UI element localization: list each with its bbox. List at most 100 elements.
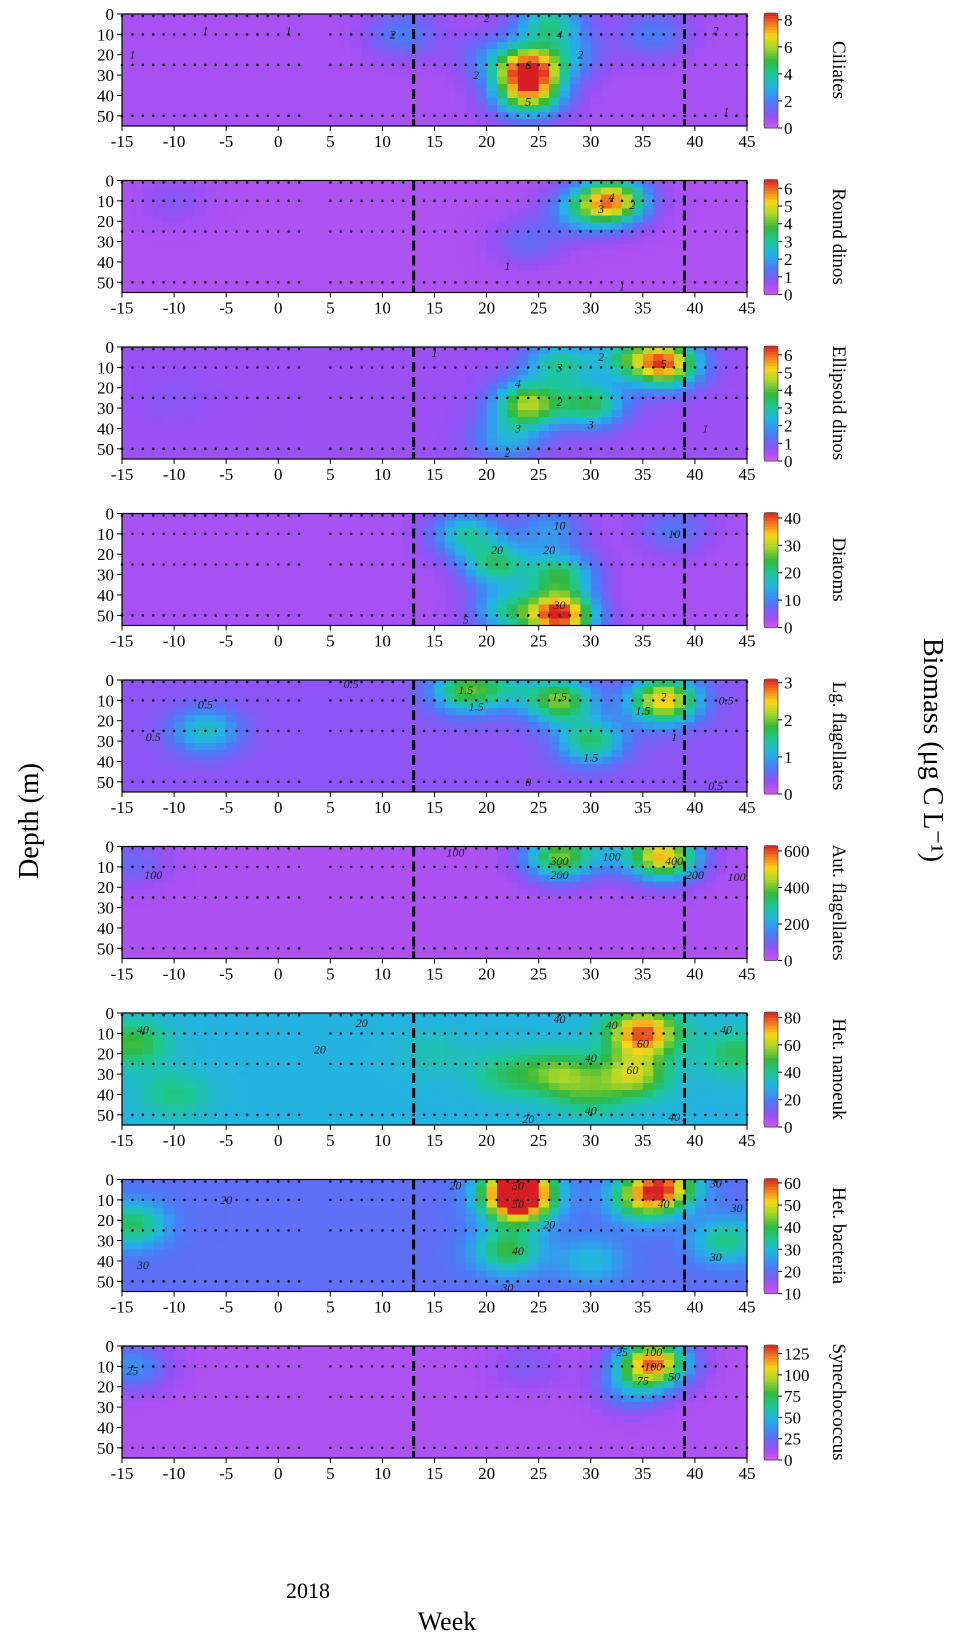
- heatmap-cell: [684, 424, 696, 432]
- heatmap-cell: [122, 590, 134, 599]
- sample-dot: [443, 114, 447, 118]
- heatmap-cell: [194, 417, 206, 425]
- heatmap-cell: [559, 243, 571, 252]
- heatmap-cell: [257, 452, 269, 459]
- sample-dot: [381, 366, 384, 369]
- heatmap-cell: [517, 410, 529, 418]
- heatmap-cell: [622, 91, 634, 99]
- heatmap-cell: [538, 180, 550, 189]
- heatmap-cell: [226, 98, 238, 106]
- heatmap-cell: [434, 424, 446, 432]
- sample-dot: [599, 33, 603, 36]
- heatmap-cell: [319, 14, 331, 22]
- heatmap-cell: [476, 194, 488, 203]
- heatmap-cell: [257, 84, 269, 92]
- heatmap-cell: [309, 555, 321, 564]
- colorbar-segment: [764, 33, 778, 37]
- heatmap-cell: [580, 396, 592, 404]
- heatmap-cell: [465, 354, 477, 362]
- heatmap-cell: [413, 520, 425, 529]
- colorbar-segment: [764, 426, 778, 430]
- heatmap-cell: [122, 604, 134, 613]
- heatmap-cell: [663, 347, 675, 355]
- sample-dot: [339, 447, 343, 451]
- heatmap-cell: [517, 347, 529, 355]
- x-tick-label: 15: [426, 299, 443, 318]
- heatmap-cell: [549, 201, 561, 210]
- y-tick-label: 20: [97, 212, 114, 231]
- heatmap-cell: [330, 604, 342, 613]
- heatmap-cell: [194, 222, 206, 231]
- heatmap-cell: [444, 250, 456, 259]
- heatmap-cell: [205, 438, 217, 446]
- heatmap-cell: [309, 611, 321, 620]
- heatmap-cell: [486, 590, 498, 599]
- heatmap-cell: [299, 35, 311, 43]
- sample-dot: [276, 447, 280, 451]
- sample-dot: [224, 347, 228, 351]
- heatmap-cell: [622, 56, 634, 64]
- heatmap-cell: [476, 438, 488, 446]
- heatmap-cell: [715, 77, 727, 85]
- heatmap-cell: [705, 187, 717, 196]
- heatmap-cell: [194, 180, 206, 189]
- heatmap-cell: [538, 452, 550, 459]
- heatmap-cell: [549, 77, 561, 85]
- sample-dot: [662, 447, 665, 451]
- sample-dot: [131, 63, 134, 67]
- heatmap-cell: [403, 548, 415, 557]
- heatmap-cell: [132, 236, 144, 245]
- sample-dot: [568, 63, 572, 67]
- heatmap-cell: [215, 63, 227, 71]
- heatmap-cell: [726, 271, 738, 280]
- sample-dot: [151, 366, 155, 369]
- sample-dot: [693, 514, 697, 517]
- contour-label: 2: [713, 23, 719, 37]
- heatmap-cell: [226, 194, 238, 203]
- heatmap-cell: [174, 14, 186, 22]
- heatmap-cell: [622, 77, 634, 85]
- heatmap-cell: [486, 403, 498, 411]
- sample-dot: [141, 14, 145, 18]
- contour-label: 3: [597, 202, 604, 216]
- heatmap-cell: [497, 49, 509, 57]
- heatmap-cell: [684, 604, 696, 613]
- heatmap-cell: [538, 35, 550, 43]
- heatmap-cell: [705, 562, 717, 571]
- heatmap-cell: [642, 91, 654, 99]
- heatmap-cell: [330, 347, 342, 355]
- sample-dot: [266, 14, 270, 18]
- heatmap-cell: [194, 56, 206, 64]
- heatmap-cell: [486, 445, 498, 453]
- heatmap-cell: [403, 250, 415, 259]
- sample-dot: [266, 199, 270, 203]
- heatmap-cell: [601, 382, 613, 390]
- heatmap-cell: [288, 112, 300, 120]
- heatmap-cell: [580, 243, 592, 252]
- heatmap-cell: [194, 576, 206, 585]
- heatmap-cell: [309, 271, 321, 280]
- heatmap-cell: [257, 187, 269, 196]
- heatmap-cell: [559, 84, 571, 92]
- heatmap-cell: [517, 452, 529, 459]
- sample-dot: [620, 181, 624, 184]
- heatmap-cell: [684, 21, 696, 29]
- heatmap-cell: [278, 604, 290, 613]
- heatmap-cell: [215, 382, 227, 390]
- heatmap-cell: [549, 194, 561, 203]
- sample-dot: [454, 514, 457, 517]
- x-tick-label: 45: [739, 299, 756, 318]
- heatmap-cell: [465, 368, 477, 376]
- sample-dot: [172, 281, 176, 284]
- sample-dot: [360, 514, 363, 517]
- heatmap-cell: [465, 513, 477, 522]
- heatmap-cell: [705, 583, 717, 592]
- sample-dot: [693, 181, 697, 184]
- heatmap-cell: [726, 42, 738, 50]
- heatmap-cell: [559, 208, 571, 217]
- heatmap-cell: [288, 285, 300, 293]
- heatmap-cell: [642, 187, 654, 196]
- heatmap-cell: [580, 91, 592, 99]
- sample-dot: [506, 181, 509, 184]
- heatmap-cell: [194, 604, 206, 613]
